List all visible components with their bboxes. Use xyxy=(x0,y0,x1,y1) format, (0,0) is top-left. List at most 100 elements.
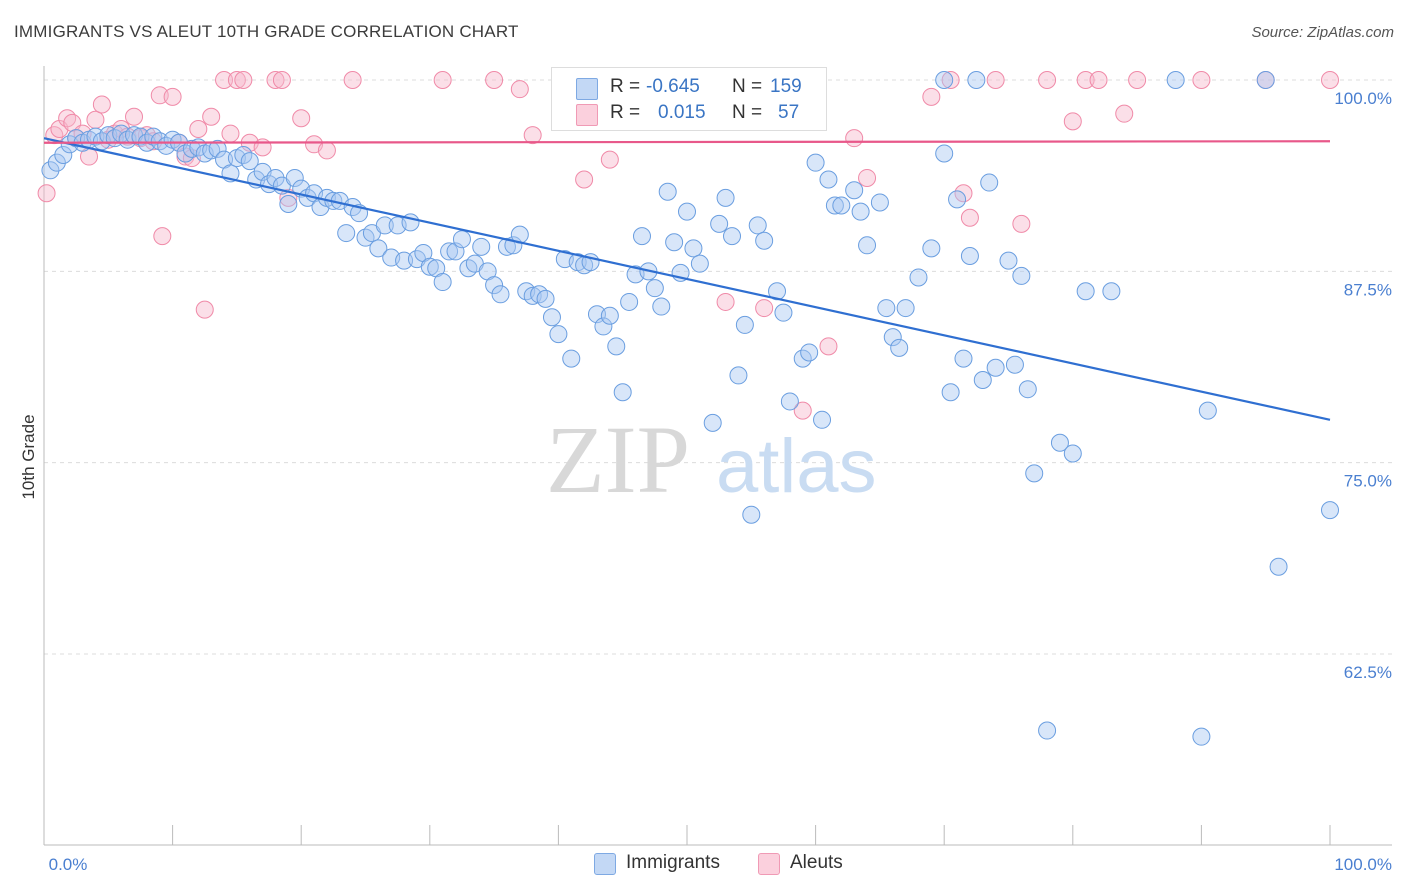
immigrants-point xyxy=(86,127,105,146)
aleuts-point xyxy=(202,107,221,126)
aleuts-point xyxy=(153,227,172,246)
aleuts-point xyxy=(510,80,529,99)
legend-n-label: N = xyxy=(732,102,763,123)
immigrants-point xyxy=(375,216,394,235)
immigrants-point xyxy=(433,273,452,292)
aleuts-point xyxy=(37,184,56,203)
immigrants-point xyxy=(896,299,915,318)
immigrants-point xyxy=(890,338,909,357)
immigrants-point xyxy=(922,239,941,258)
aleuts-point xyxy=(92,95,111,114)
immigrants-point xyxy=(877,299,896,318)
aleuts-point xyxy=(523,126,542,145)
immigrants-point xyxy=(716,188,735,207)
immigrants-point xyxy=(729,366,748,385)
immigrants-point xyxy=(491,285,510,304)
immigrants-point xyxy=(472,237,491,256)
legend-n-value: 57 xyxy=(778,102,800,123)
immigrants-point xyxy=(279,194,298,213)
aleuts-point xyxy=(1038,71,1057,89)
immigrants-point xyxy=(530,285,549,304)
immigrants-point xyxy=(755,231,774,250)
immigrants-point xyxy=(780,392,799,411)
aleuts-point xyxy=(1192,71,1211,89)
bottom-legend-label-immigrants: Immigrants xyxy=(626,852,720,873)
immigrants-point xyxy=(832,196,851,215)
stats-legend: R = -0.645 N = 159 R = 0.015 N = 57 xyxy=(551,67,827,131)
immigrants-point xyxy=(1005,355,1024,374)
immigrants-point xyxy=(645,279,664,298)
aleuts-point xyxy=(266,71,285,89)
aleuts-point xyxy=(227,71,246,89)
immigrants-point xyxy=(607,337,626,356)
immigrants-point xyxy=(703,413,722,432)
immigrants-point xyxy=(774,303,793,322)
immigrants-point xyxy=(337,224,356,243)
immigrants-point xyxy=(678,202,696,221)
immigrants-point xyxy=(710,214,729,233)
chart-source: Source: ZipAtlas.com xyxy=(1251,24,1394,41)
watermark: ZIP atlas xyxy=(546,406,877,513)
aleuts-point xyxy=(793,401,812,420)
immigrants-point xyxy=(806,153,825,172)
trend-lines xyxy=(43,137,1331,421)
aleuts-point xyxy=(292,109,311,128)
aleuts-point xyxy=(575,170,594,189)
x-tick-label: 0.0% xyxy=(49,855,88,874)
immigrants-point xyxy=(723,227,742,246)
immigrants-point xyxy=(980,173,999,192)
immigrants-point xyxy=(41,161,60,180)
immigrants-point xyxy=(240,152,259,171)
immigrants-point xyxy=(395,251,414,270)
aleuts-point xyxy=(1089,71,1108,89)
immigrants-point xyxy=(1321,501,1339,520)
aleuts-point xyxy=(86,110,105,129)
immigrants-trend-line xyxy=(43,137,1331,421)
aleuts-point xyxy=(189,119,208,138)
legend-r-label: R = xyxy=(610,102,641,123)
immigrants-point xyxy=(356,228,375,247)
immigrants-point xyxy=(497,237,516,256)
legend-r-value: -0.645 xyxy=(646,76,700,97)
immigrants-point xyxy=(935,144,954,163)
immigrants-point xyxy=(420,257,439,276)
immigrants-point xyxy=(909,268,928,287)
immigrants-point xyxy=(986,358,1005,377)
immigrants-point xyxy=(999,251,1018,270)
immigrants-point xyxy=(825,196,844,215)
immigrants-point xyxy=(748,216,767,235)
aleuts-point xyxy=(1128,71,1147,89)
immigrants-point xyxy=(658,182,677,201)
immigrants-point xyxy=(941,383,960,402)
immigrants-point xyxy=(440,242,459,261)
immigrants-point xyxy=(369,239,388,258)
immigrants-point xyxy=(954,349,973,368)
aleuts-point xyxy=(922,87,941,106)
legend-n-value: 159 xyxy=(770,76,802,97)
immigrants-point xyxy=(47,153,66,172)
bottom-legend-swatch-immigrants xyxy=(594,853,616,875)
immigrants-point xyxy=(208,139,227,158)
immigrants-point xyxy=(1166,71,1185,89)
immigrants-point xyxy=(452,230,471,249)
immigrants-point xyxy=(735,315,754,334)
immigrants-point xyxy=(485,276,504,295)
axes xyxy=(43,66,1392,846)
immigrants-point xyxy=(562,349,581,368)
aleuts-point xyxy=(195,300,214,319)
watermark-atlas: atlas xyxy=(716,424,877,509)
aleuts-point xyxy=(150,86,169,105)
axis-labels: 100.0% 87.5% 75.0% 62.5% 0.0% 100.0% 10th Grad… xyxy=(19,89,1392,874)
aleuts-point xyxy=(485,71,504,89)
immigrants-point xyxy=(594,317,613,336)
immigrants-point xyxy=(1025,464,1044,483)
aleuts-point xyxy=(716,292,735,311)
immigrants-point xyxy=(266,168,285,187)
immigrants-point xyxy=(684,239,703,258)
immigrants-point xyxy=(935,71,954,89)
aleuts-point xyxy=(433,71,452,89)
watermark-zip: ZIP xyxy=(546,406,690,513)
immigrants-point xyxy=(1063,444,1082,463)
immigrants-point xyxy=(150,132,169,151)
immigrants-point xyxy=(800,343,819,362)
